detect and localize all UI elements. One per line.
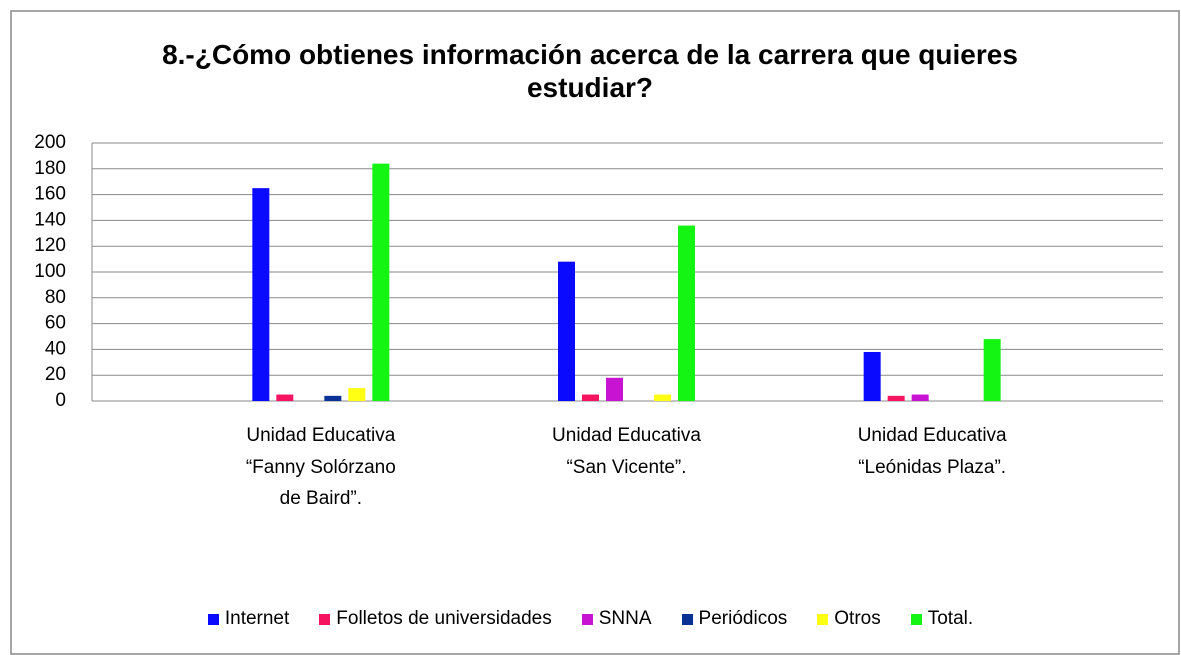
legend: Internet Folletos de universidades SNNA Per… — [0, 608, 1181, 630]
legend-item: Otros — [817, 608, 881, 630]
bar — [582, 394, 599, 401]
x-tick-label: Unidad Educativa “Leónidas Plaza”. — [857, 425, 1007, 478]
bar — [324, 395, 342, 401]
legend-swatch — [581, 613, 593, 625]
legend-label: Otros — [834, 608, 881, 629]
legend-item: SNNA — [581, 608, 652, 630]
legend-item: Folletos de universidades — [319, 608, 552, 630]
legend-item: Periódicos — [681, 608, 788, 630]
y-tick-label: 180 — [34, 158, 66, 179]
legend-swatch — [207, 613, 219, 625]
bar — [983, 339, 1001, 401]
chart-border — [10, 10, 1180, 655]
legend-item: Internet — [207, 608, 290, 630]
bar — [276, 394, 294, 401]
chart-title: 8.-¿Cómo obtienes información acerca de … — [162, 39, 1018, 103]
legend-label: Internet — [224, 608, 290, 629]
y-tick-label: 60 — [45, 313, 66, 334]
bar — [558, 261, 575, 401]
y-tick-label: 40 — [45, 338, 66, 359]
y-tick-label: 0 — [55, 390, 66, 411]
legend-swatch — [681, 613, 693, 625]
bar — [678, 225, 695, 401]
bar — [348, 388, 366, 401]
x-tick-label: Unidad Educativa “Fanny Solórzano de Bai… — [245, 425, 396, 509]
legend-swatch — [910, 613, 922, 625]
bar — [887, 395, 905, 401]
y-tick-label: 200 — [34, 132, 66, 153]
bar — [252, 188, 270, 401]
legend-item: Total. — [910, 608, 974, 630]
y-tick-label: 80 — [45, 287, 66, 308]
y-tick-label: 160 — [34, 184, 66, 205]
bar — [606, 377, 623, 401]
y-tick-label: 100 — [34, 261, 66, 282]
bar — [911, 394, 929, 401]
legend-label: SNNA — [598, 608, 652, 629]
y-tick-label: 140 — [34, 209, 66, 230]
y-tick-label: 120 — [34, 235, 66, 256]
legend-label: Periódicos — [698, 608, 788, 629]
bar — [654, 394, 671, 401]
legend-label: Folletos de universidades — [336, 608, 552, 629]
legend-swatch — [817, 613, 829, 625]
legend-label: Total. — [927, 608, 974, 629]
legend-swatch — [319, 613, 331, 625]
bar — [863, 351, 881, 401]
x-tick-label: Unidad Educativa “San Vicente”. — [552, 425, 701, 478]
bar — [372, 163, 390, 401]
y-tick-label: 20 — [45, 364, 66, 385]
